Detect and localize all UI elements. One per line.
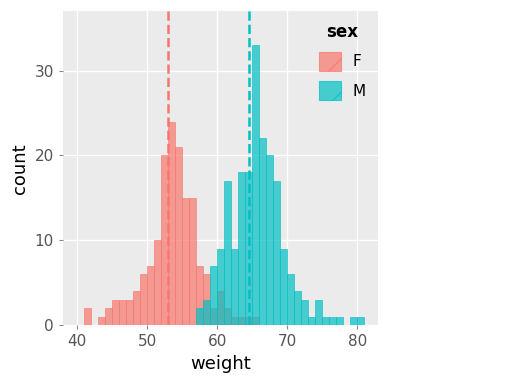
X-axis label: weight: weight bbox=[190, 355, 251, 373]
Bar bbox=[147, 266, 154, 325]
Bar bbox=[175, 147, 182, 325]
Bar bbox=[294, 291, 301, 325]
Bar bbox=[154, 240, 161, 325]
Bar bbox=[210, 308, 217, 325]
Bar bbox=[84, 308, 91, 325]
Bar bbox=[252, 317, 259, 325]
Bar bbox=[231, 249, 238, 325]
Bar bbox=[182, 198, 189, 325]
Bar bbox=[287, 274, 294, 325]
Bar bbox=[119, 300, 126, 325]
Bar bbox=[126, 300, 133, 325]
Bar bbox=[266, 156, 273, 325]
Y-axis label: count: count bbox=[11, 143, 29, 194]
Bar bbox=[231, 317, 238, 325]
Bar bbox=[224, 181, 231, 325]
Bar bbox=[301, 300, 308, 325]
Bar bbox=[161, 156, 168, 325]
Bar bbox=[357, 317, 364, 325]
Bar bbox=[280, 249, 287, 325]
Legend: F, M: F, M bbox=[314, 19, 370, 104]
Bar bbox=[315, 300, 322, 325]
Bar bbox=[189, 198, 196, 325]
Bar bbox=[238, 317, 245, 325]
Bar bbox=[112, 300, 119, 325]
Bar bbox=[168, 121, 175, 325]
Bar bbox=[98, 317, 105, 325]
Bar bbox=[329, 317, 336, 325]
Bar bbox=[238, 172, 245, 325]
Bar bbox=[322, 317, 329, 325]
Bar bbox=[140, 274, 147, 325]
Bar bbox=[350, 317, 357, 325]
Bar bbox=[196, 266, 203, 325]
Bar bbox=[217, 249, 224, 325]
Bar bbox=[210, 266, 217, 325]
Bar bbox=[196, 308, 203, 325]
Bar bbox=[224, 308, 231, 325]
Bar bbox=[245, 317, 252, 325]
Bar bbox=[105, 308, 112, 325]
Bar bbox=[308, 317, 315, 325]
Bar bbox=[203, 274, 210, 325]
Bar bbox=[273, 181, 280, 325]
Bar bbox=[133, 291, 140, 325]
Bar bbox=[217, 291, 224, 325]
Bar bbox=[252, 45, 259, 325]
Bar bbox=[203, 300, 210, 325]
Bar bbox=[245, 172, 252, 325]
Bar bbox=[259, 139, 266, 325]
Bar bbox=[336, 317, 343, 325]
